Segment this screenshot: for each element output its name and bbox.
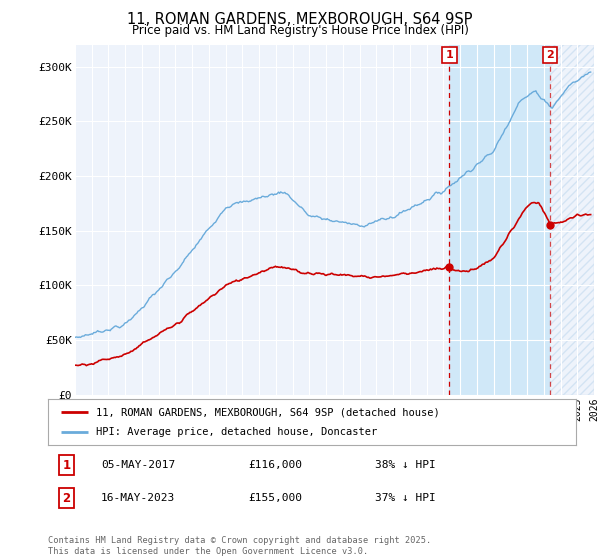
Text: 38% ↓ HPI: 38% ↓ HPI [376, 460, 436, 470]
Text: 11, ROMAN GARDENS, MEXBOROUGH, S64 9SP (detached house): 11, ROMAN GARDENS, MEXBOROUGH, S64 9SP (… [95, 407, 439, 417]
Text: HPI: Average price, detached house, Doncaster: HPI: Average price, detached house, Donc… [95, 427, 377, 437]
Bar [550, 45, 594, 395]
Bar [449, 45, 550, 395]
Text: Price paid vs. HM Land Registry's House Price Index (HPI): Price paid vs. HM Land Registry's House … [131, 24, 469, 36]
Text: £155,000: £155,000 [248, 493, 302, 503]
Text: 1: 1 [62, 459, 71, 472]
Text: Contains HM Land Registry data © Crown copyright and database right 2025.
This d: Contains HM Land Registry data © Crown c… [48, 536, 431, 556]
Text: 05-MAY-2017: 05-MAY-2017 [101, 460, 175, 470]
Text: 37% ↓ HPI: 37% ↓ HPI [376, 493, 436, 503]
Text: 2: 2 [62, 492, 71, 505]
Text: £116,000: £116,000 [248, 460, 302, 470]
Text: 1: 1 [445, 50, 453, 60]
Text: 2: 2 [546, 50, 554, 60]
Text: 11, ROMAN GARDENS, MEXBOROUGH, S64 9SP: 11, ROMAN GARDENS, MEXBOROUGH, S64 9SP [127, 12, 473, 27]
Text: 16-MAY-2023: 16-MAY-2023 [101, 493, 175, 503]
